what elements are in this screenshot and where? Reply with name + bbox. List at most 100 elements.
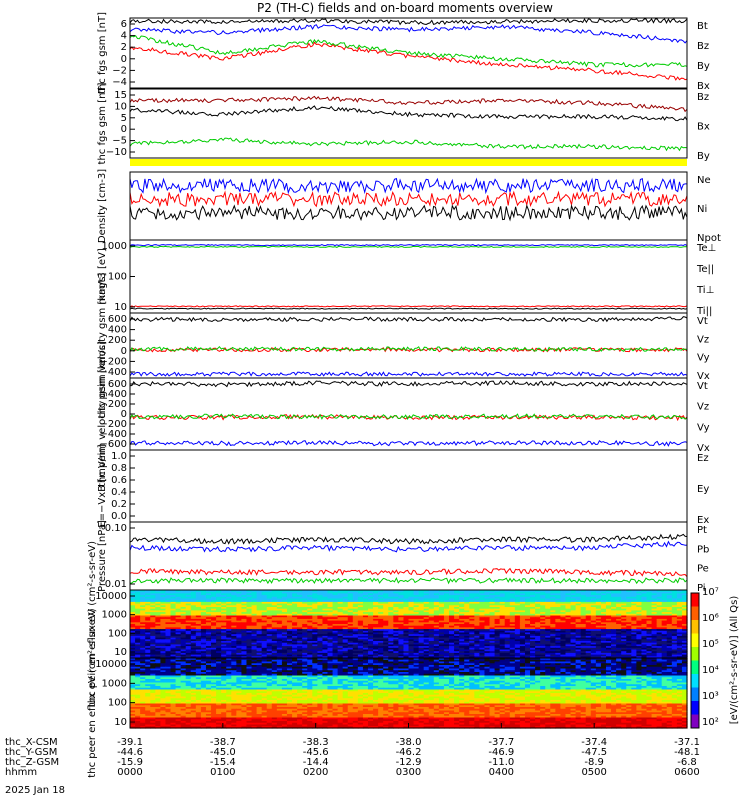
heatmap-cell bbox=[231, 644, 237, 647]
heatmap-cell bbox=[464, 595, 470, 598]
ytick-label: −400 bbox=[100, 367, 127, 378]
heatmap-cell bbox=[666, 607, 673, 610]
heatmap-cell bbox=[560, 605, 567, 608]
heatmap-cell bbox=[347, 601, 354, 605]
heatmap-cell bbox=[367, 627, 374, 630]
heatmap-cell bbox=[524, 649, 531, 652]
heatmap-cell bbox=[342, 620, 349, 623]
heatmap-cell bbox=[150, 608, 156, 611]
heatmap-cell bbox=[636, 652, 643, 656]
heatmap-cell bbox=[443, 596, 450, 600]
ytick-label: 0.10 bbox=[105, 523, 127, 534]
heatmap-cell bbox=[297, 620, 303, 623]
heatmap-cell bbox=[231, 607, 237, 610]
heatmap-cell bbox=[504, 603, 511, 606]
heatmap-cell bbox=[140, 612, 146, 615]
heatmap-cell bbox=[170, 598, 177, 601]
heatmap-cell bbox=[585, 624, 592, 627]
heatmap-cell bbox=[530, 654, 536, 657]
heatmap-cell bbox=[494, 656, 501, 659]
heatmap-cell bbox=[307, 612, 313, 615]
heatmap-cell bbox=[347, 613, 354, 617]
heatmap-cell bbox=[464, 591, 470, 594]
heatmap-cell bbox=[373, 620, 379, 623]
heatmap-cell bbox=[236, 637, 242, 640]
heatmap-cell bbox=[524, 635, 531, 639]
heatmap-cell bbox=[666, 642, 673, 645]
heatmap-cell bbox=[352, 613, 359, 617]
heatmap-cell bbox=[585, 622, 592, 625]
heatmap-cell bbox=[236, 613, 242, 617]
heatmap-cell bbox=[474, 656, 480, 659]
heatmap-cell bbox=[504, 625, 511, 628]
heatmap-cell bbox=[241, 620, 248, 623]
heatmap-cell bbox=[651, 659, 658, 663]
heatmap-cell bbox=[524, 607, 531, 610]
heatmap-cell bbox=[605, 591, 612, 594]
heatmap-cell bbox=[130, 635, 136, 639]
heatmap-cell bbox=[504, 617, 511, 620]
heatmap-cell bbox=[130, 607, 136, 610]
heatmap-cell bbox=[170, 624, 177, 627]
heatmap-cell bbox=[428, 603, 435, 606]
heatmap-cell bbox=[241, 656, 248, 659]
heatmap-cell bbox=[671, 615, 678, 618]
heatmap-cell bbox=[241, 663, 248, 666]
heatmap-cell bbox=[641, 630, 648, 634]
heatmap-cell bbox=[256, 610, 263, 613]
heatmap-cell bbox=[398, 596, 405, 600]
heatmap-cell bbox=[474, 600, 480, 603]
heatmap-cell bbox=[205, 618, 212, 622]
heatmap-cell bbox=[383, 615, 389, 618]
heatmap-cell bbox=[631, 652, 637, 656]
heatmap-cell bbox=[251, 637, 258, 640]
heatmap-cell bbox=[150, 591, 156, 594]
ytick-label: 0.4 bbox=[111, 487, 127, 498]
heatmap-cell bbox=[469, 603, 475, 606]
heatmap-cell bbox=[459, 627, 465, 630]
heatmap-cell bbox=[286, 613, 293, 617]
heatmap-cell bbox=[504, 630, 511, 634]
heatmap-cell bbox=[332, 615, 339, 618]
heatmap-cell bbox=[459, 661, 465, 664]
heatmap-cell bbox=[438, 607, 445, 610]
heatmap-cell bbox=[276, 620, 283, 623]
heatmap-cell bbox=[251, 639, 258, 642]
heatmap-cell bbox=[170, 605, 177, 608]
heatmap-cell bbox=[565, 627, 572, 630]
heatmap-cell bbox=[312, 603, 318, 606]
heatmap-cell bbox=[378, 639, 384, 642]
heatmap-cell bbox=[205, 632, 212, 635]
heatmap-cell bbox=[681, 603, 688, 606]
heatmap-cell bbox=[621, 634, 627, 637]
heatmap-cell bbox=[626, 641, 632, 644]
heatmap-cell bbox=[317, 630, 324, 634]
heatmap-cell bbox=[286, 590, 293, 593]
heatmap-cell bbox=[560, 617, 567, 620]
heatmap-cell bbox=[276, 615, 283, 618]
heatmap-cell bbox=[438, 600, 445, 603]
heatmap-cell bbox=[185, 639, 192, 642]
heatmap-cell bbox=[332, 607, 339, 610]
heatmap-cell bbox=[236, 622, 242, 625]
panel-9: thc peir en eflux eV (cm²-s-sr-eV)100001… bbox=[87, 541, 688, 707]
heatmap-cell bbox=[605, 651, 612, 654]
heatmap-cell bbox=[332, 617, 339, 620]
heatmap-cell bbox=[130, 603, 136, 606]
heatmap-cell bbox=[266, 595, 273, 598]
heatmap-cell bbox=[332, 613, 339, 617]
heatmap-cell bbox=[226, 591, 232, 594]
heatmap-cell bbox=[175, 639, 182, 642]
heatmap-cell bbox=[236, 590, 242, 593]
heatmap-cell bbox=[281, 652, 288, 656]
heatmap-cell bbox=[590, 624, 597, 627]
heatmap-cell bbox=[641, 632, 648, 635]
heatmap-cell bbox=[286, 663, 293, 666]
heatmap-cell bbox=[130, 644, 136, 647]
heatmap-cell bbox=[357, 641, 364, 644]
heatmap-cell bbox=[332, 635, 339, 639]
heatmap-cell bbox=[641, 644, 648, 647]
heatmap-cell bbox=[175, 601, 182, 605]
heatmap-cell bbox=[216, 605, 222, 608]
heatmap-cell bbox=[671, 651, 678, 654]
